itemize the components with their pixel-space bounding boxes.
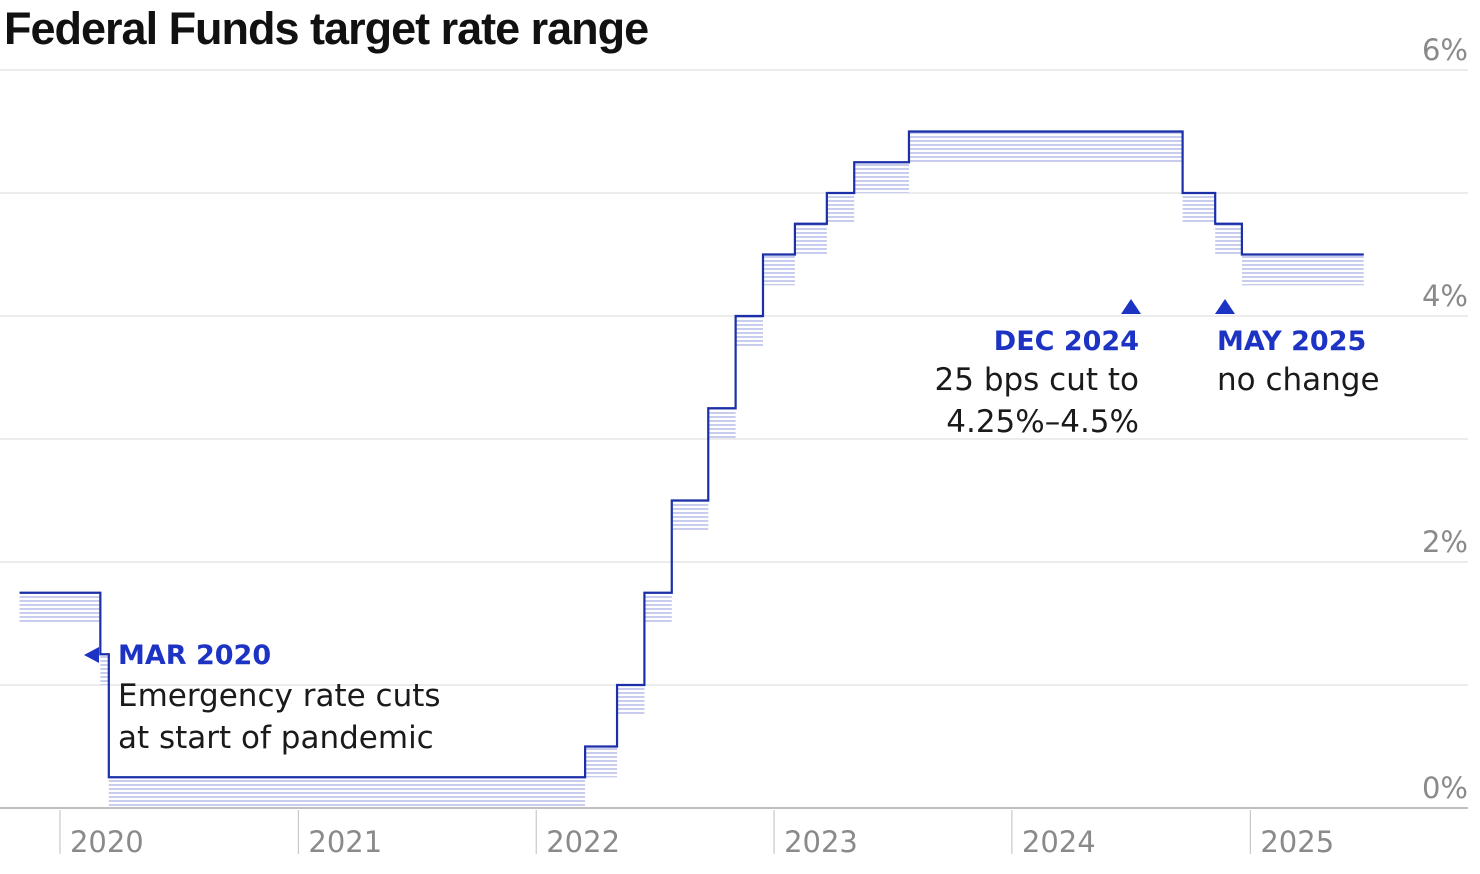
annotation-label-dec-2024: DEC 2024 <box>994 326 1139 357</box>
rate-band <box>617 685 645 716</box>
rate-band <box>908 131 1183 163</box>
x-tick-label: 2023 <box>784 825 858 859</box>
rate-band <box>585 746 618 778</box>
rate-band <box>19 592 101 624</box>
y-tick-label: 2% <box>1422 525 1468 559</box>
annotation-text-mar-2020: Emergency rate cuts <box>118 678 441 714</box>
annotation-label-mar-2020: MAR 2020 <box>118 640 271 671</box>
annotation-text-may-2025: no change <box>1217 362 1380 398</box>
chart-title: Federal Funds target rate range <box>4 3 649 54</box>
rate-band <box>644 592 672 624</box>
rate-band <box>100 654 109 685</box>
x-tick-label: 2021 <box>308 825 382 859</box>
y-tick-label: 0% <box>1422 771 1468 805</box>
rate-band <box>108 777 586 808</box>
annotation-label-may-2025: MAY 2025 <box>1217 326 1366 357</box>
x-tick-label: 2020 <box>70 825 144 859</box>
y-tick-label: 6% <box>1422 33 1468 67</box>
rate-range-bands <box>19 131 1364 808</box>
rate-band <box>735 316 763 347</box>
rate-band <box>1215 223 1242 255</box>
annotation-marker-left <box>84 647 99 663</box>
rate-band <box>671 500 709 532</box>
annotation-text-dec-2024: 25 bps cut to <box>935 362 1139 398</box>
y-axis-ticks: 0% 2% 4% 6% <box>1422 33 1468 805</box>
rate-upper-line <box>19 130 1364 779</box>
x-tick-label: 2024 <box>1022 825 1096 859</box>
rate-band <box>762 254 795 286</box>
rate-band <box>854 162 909 193</box>
annotation-text-dec-2024: 4.25%–4.5% <box>946 404 1139 440</box>
annotation-marker-up <box>1215 299 1235 314</box>
rate-band <box>826 193 855 224</box>
rate-band <box>1332 254 1364 286</box>
annotation-marker-up <box>1121 299 1141 314</box>
annotations: MAR 2020 Emergency rate cuts at start of p… <box>84 299 1380 756</box>
x-tick-label: 2025 <box>1260 825 1334 859</box>
x-axis: 2020 2021 2022 2023 2024 2025 <box>0 807 1468 859</box>
rate-band <box>1241 254 1333 286</box>
annotation-text-mar-2020: at start of pandemic <box>118 720 434 756</box>
x-tick-label: 2022 <box>546 825 620 859</box>
rate-range-line <box>19 130 1364 779</box>
rate-band <box>708 408 736 439</box>
y-tick-label: 4% <box>1422 279 1468 313</box>
rate-band <box>794 223 827 255</box>
rate-band <box>1182 193 1216 224</box>
